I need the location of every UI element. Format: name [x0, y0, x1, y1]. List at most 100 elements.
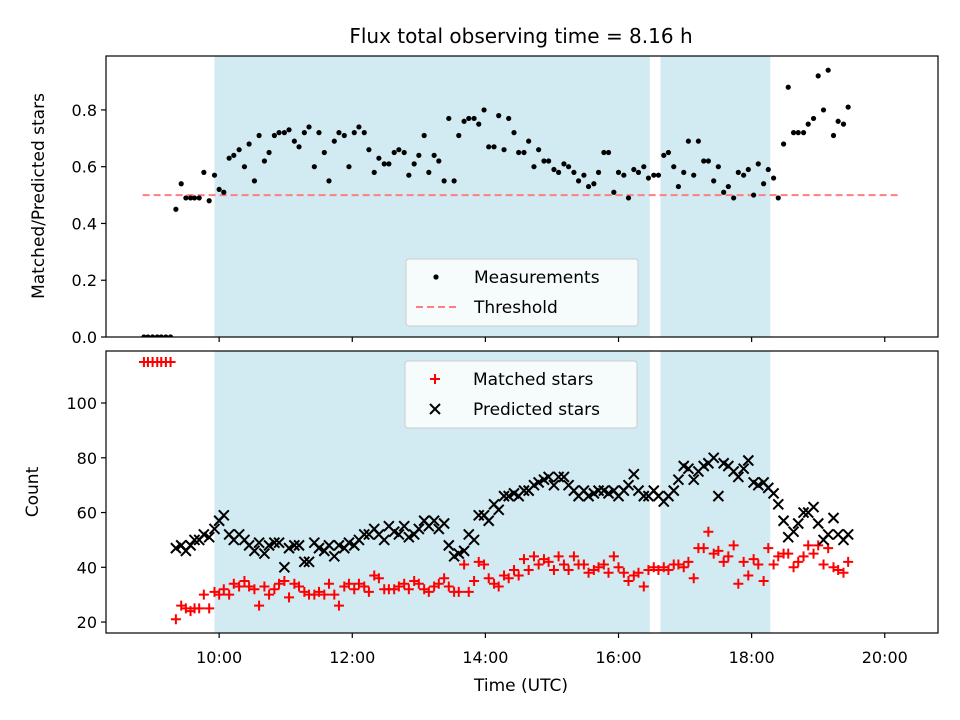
measurement-point	[173, 206, 179, 212]
legend-label-measurements: Measurements	[474, 268, 600, 288]
measurement-point	[735, 169, 741, 175]
matched-stars-point	[688, 573, 699, 584]
predicted-stars-point	[258, 547, 271, 560]
measurement-point	[751, 192, 757, 198]
measurement-point	[755, 161, 761, 167]
matched-stars-point	[553, 551, 564, 562]
x-tick-label: 14:00	[462, 648, 508, 667]
matched-stars-point	[294, 581, 305, 592]
measurement-point	[141, 334, 147, 337]
matched-stars-point	[678, 562, 689, 573]
measurement-point	[785, 84, 791, 90]
predicted-stars-point	[288, 539, 301, 552]
matched-stars-point	[748, 554, 759, 565]
measurement-point	[581, 172, 587, 178]
matched-stars-point	[218, 584, 229, 595]
measurement-point	[605, 149, 612, 156]
matched-stars-point	[683, 556, 694, 567]
predicted-stars-point	[518, 484, 530, 497]
matched-stars-point	[768, 559, 779, 570]
matched-stars-point	[528, 551, 539, 562]
measurement-point	[406, 172, 412, 178]
measurement-point	[421, 132, 427, 139]
axes-frame	[105, 350, 939, 634]
matched-stars-point	[194, 603, 205, 614]
measurement-point	[825, 67, 831, 73]
measurement-point	[154, 334, 160, 337]
matched-stars-point	[793, 556, 804, 567]
predicted-stars-point	[742, 454, 755, 467]
measurement-point	[391, 149, 397, 156]
ratio-panel: 0.0 0.2 0.4 0.6 0.8 Measurements Threshold	[72, 55, 939, 347]
measurement-point	[815, 73, 821, 79]
matched-stars-point	[743, 570, 754, 581]
predicted-stars-point	[303, 556, 315, 568]
measurement-point	[665, 149, 672, 156]
measurement-point	[226, 155, 232, 161]
predicted-stars-point	[622, 479, 635, 491]
predicted-stars-point	[732, 471, 745, 483]
matched-stars-point	[313, 586, 324, 597]
measurement-point	[655, 172, 662, 178]
measurement-point	[800, 130, 807, 136]
measurement-point	[178, 181, 184, 187]
measurement-point	[476, 121, 482, 127]
measurement-point	[441, 178, 447, 184]
measurement-point	[820, 107, 827, 113]
matched-stars-point	[728, 540, 739, 551]
measurement-point	[835, 118, 841, 124]
matched-stars-point	[393, 581, 404, 592]
measurement-point	[745, 166, 751, 173]
measurement-point	[790, 130, 797, 136]
matched-stars-point	[608, 551, 619, 562]
x-tick-label: 16:00	[595, 648, 641, 667]
measurement-point	[471, 115, 477, 122]
measurement-point	[191, 195, 198, 201]
predicted-stars-point	[328, 550, 341, 563]
legend-swatch-measurements	[433, 274, 439, 280]
matched-stars-point	[758, 575, 769, 586]
measurement-point	[196, 195, 202, 201]
measurement-point	[501, 147, 507, 153]
matched-stars-point	[558, 559, 569, 570]
predicted-stars-point	[483, 515, 495, 527]
measurement-point	[376, 155, 382, 161]
matched-stars-point	[803, 540, 814, 551]
matched-stars-point	[568, 551, 579, 562]
measurement-point	[351, 130, 357, 136]
measurement-point	[651, 172, 657, 178]
predicted-stars-point	[218, 509, 230, 521]
measurement-point	[810, 115, 817, 122]
predicted-stars-point	[492, 504, 505, 516]
matched-stars-point	[798, 551, 809, 562]
predicted-stars-point	[772, 498, 784, 511]
matched-stars-point	[718, 556, 729, 567]
y-tick-label: 100	[66, 394, 97, 413]
matched-stars-point	[319, 589, 330, 600]
matched-stars-point	[523, 565, 534, 576]
matched-stars-point	[239, 575, 250, 586]
predicted-stars-point	[807, 501, 820, 513]
legend-swatch-matched	[430, 374, 440, 384]
measurement-point	[845, 104, 851, 110]
y-tick-label: 60	[77, 504, 97, 523]
measurement-point	[770, 175, 777, 181]
predicted-stars-point	[797, 506, 810, 519]
measurement-point	[461, 118, 467, 124]
measurement-point	[541, 158, 547, 164]
y-tick-label: 80	[77, 449, 97, 468]
measurement-point	[511, 130, 517, 136]
matched-stars-point	[413, 578, 424, 589]
measurement-point	[761, 181, 767, 187]
matched-stars-point	[613, 562, 624, 573]
measurement-point	[561, 161, 567, 167]
predicted-stars-point	[792, 517, 804, 530]
measurement-point	[366, 147, 372, 153]
matched-stars-point	[453, 586, 464, 597]
measurement-point	[830, 132, 837, 139]
measurement-point	[216, 186, 222, 193]
top-y-axis-label: Matched/Predicted stars	[29, 93, 49, 299]
predicted-stars-point	[278, 561, 291, 573]
predicted-stars-point	[443, 539, 455, 552]
legend-label-matched: Matched stars	[473, 370, 593, 390]
